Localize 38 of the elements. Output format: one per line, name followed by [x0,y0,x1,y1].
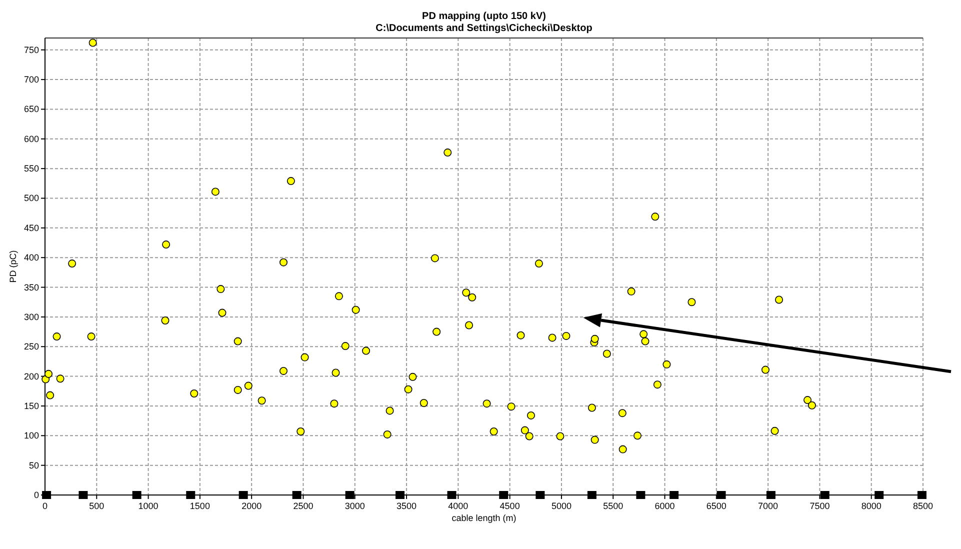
y-tick-label: 450 [24,222,39,233]
x-axis-title: cable length (m) [452,513,516,523]
y-tick-label: 300 [24,312,39,322]
y-tick-label: 100 [24,430,39,441]
x-tick-label: 7500 [810,501,830,511]
x-tick-label: 1500 [190,501,210,511]
x-tick-label: 4500 [500,501,520,511]
y-tick-label: 50 [28,460,39,470]
x-tick-label: 5500 [603,501,624,511]
y-tick-label: 400 [24,252,39,263]
x-tick-label: 7000 [758,501,778,511]
chart-subtitle: C:\Documents and Settings\Cichecki\Desktop [376,23,592,34]
y-tick-label: 500 [24,193,39,204]
chart-title: PD mapping (upto 150 kV) [422,11,546,22]
x-tick-label: 5000 [551,501,572,511]
y-axis-title: PD (pC) [8,250,18,283]
x-tick-label: 0 [42,501,48,511]
y-tick-label: 750 [24,44,39,55]
x-tick-label: 3000 [344,501,365,511]
x-tick-label: 3500 [396,501,417,511]
x-tick-label: 1000 [138,501,158,511]
y-tick-label: 600 [24,134,39,144]
x-tick-label: 500 [89,501,104,511]
x-tick-label: 4000 [448,501,468,511]
x-tick-label: 8500 [912,501,934,511]
x-tick-label: 6000 [654,501,675,511]
y-tick-label: 250 [24,342,39,352]
y-tick-label: 150 [24,400,39,411]
y-tick-label: 700 [24,74,39,85]
x-tick-label: 6500 [706,501,726,511]
y-tick-label: 550 [24,164,39,174]
y-tick-label: 0 [34,490,39,500]
y-tick-label: 200 [24,371,39,382]
y-tick-label: 650 [24,104,39,114]
x-tick-label: 2000 [242,501,262,511]
x-tick-label: 8000 [861,501,882,511]
x-tick-label: 2500 [293,501,314,511]
y-tick-label: 350 [24,282,39,292]
